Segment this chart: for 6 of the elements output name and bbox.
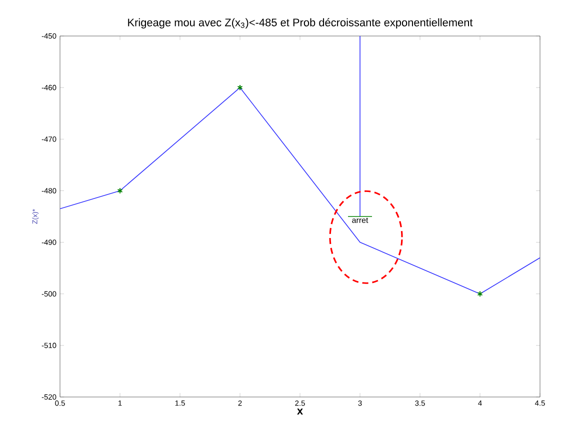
- point: [117, 188, 123, 194]
- x-axis-title: x: [297, 408, 303, 414]
- line-series: [60, 87, 540, 294]
- point: [237, 84, 243, 91]
- chart-title: Krigeage mou avec Z(x$_{3}$)<-485 et Prob décroissante exponentiellement: [128, 18, 473, 28]
- point: [477, 290, 483, 297]
